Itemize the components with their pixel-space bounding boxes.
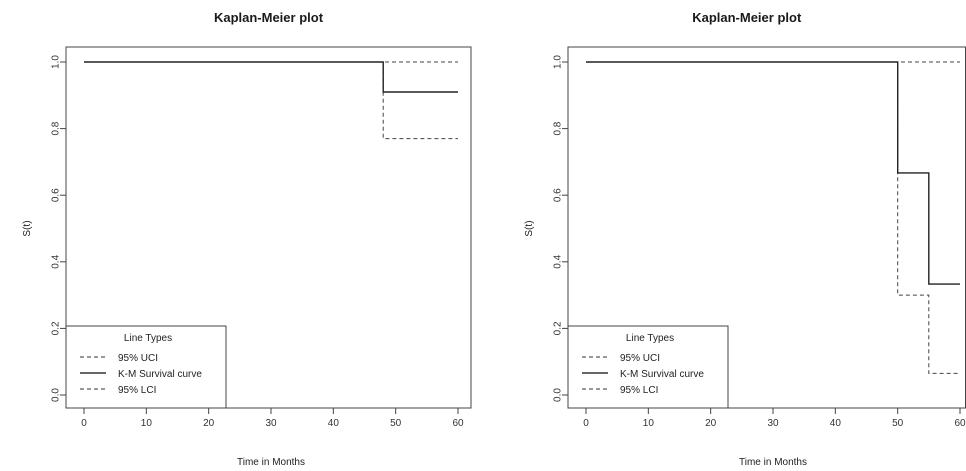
legend-title: Line Types [626, 333, 674, 344]
x-tick-label: 0 [81, 418, 87, 429]
x-axis-label: Time in Months [739, 457, 807, 468]
km-survival-curve [84, 61, 458, 93]
legend-title: Line Types [124, 333, 172, 344]
y-tick-label: 0.2 [553, 321, 564, 335]
km-plot-left: Kaplan-Meier plot 0 10 20 30 40 50 60 0.0 0.2 0.4 0… [22, 10, 472, 468]
chart-title: Kaplan-Meier plot [692, 10, 802, 25]
y-tick-label: 0.6 [553, 188, 564, 202]
x-tick-label: 10 [643, 418, 655, 429]
legend-entry: 95% LCI [620, 385, 658, 396]
legend-box [567, 325, 729, 409]
y-axis-label: S(t) [524, 220, 535, 236]
y-tick-label: 0.2 [51, 321, 62, 335]
km-survival-curve [586, 61, 960, 285]
x-tick-label: 0 [583, 418, 589, 429]
x-tick-label: 40 [830, 418, 842, 429]
x-axis-label: Time in Months [237, 457, 305, 468]
x-tick-label: 30 [265, 418, 277, 429]
y-tick-label: 0.0 [51, 388, 62, 402]
y-tick-label: 0.8 [553, 121, 564, 135]
x-tick-label: 20 [705, 418, 717, 429]
legend-entry: 95% UCI [620, 353, 660, 364]
km-plot-right: Kaplan-Meier plot 0 10 20 30 40 50 60 0.0 0.2 0.4 0… [483, 0, 966, 471]
y-tick-label: 1.0 [51, 55, 62, 69]
x-tick-label: 60 [954, 418, 966, 429]
chart-title: Kaplan-Meier plot [214, 10, 324, 25]
legend-entry: K-M Survival curve [118, 369, 202, 380]
x-tick-label: 10 [141, 418, 153, 429]
y-axis-label: S(t) [22, 220, 33, 236]
y-tick-label: 1.0 [553, 55, 564, 69]
x-tick-label: 60 [452, 418, 464, 429]
y-tick-label: 0.8 [51, 121, 62, 135]
lci-line [84, 61, 458, 140]
km-chart-left: Kaplan-Meier plot 0 10 20 30 40 50 60 0.0 0.2 0.4 0… [22, 10, 472, 468]
y-tick-label: 0.0 [553, 388, 564, 402]
x-tick-label: 30 [767, 418, 779, 429]
legend-entry: K-M Survival curve [620, 369, 704, 380]
legend-entry: 95% LCI [118, 385, 156, 396]
y-tick-label: 0.6 [51, 188, 62, 202]
x-tick-label: 50 [390, 418, 402, 429]
km-chart-right: Kaplan-Meier plot 0 10 20 30 40 50 60 0.0 0.2 0.4 0… [524, 10, 966, 468]
x-tick-label: 20 [203, 418, 215, 429]
y-tick-label: 0.4 [553, 254, 564, 268]
legend-entry: 95% UCI [118, 353, 158, 364]
x-tick-label: 50 [892, 418, 904, 429]
legend-box [65, 325, 227, 409]
x-tick-label: 40 [328, 418, 340, 429]
y-tick-label: 0.4 [51, 254, 62, 268]
